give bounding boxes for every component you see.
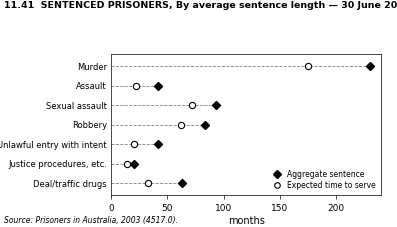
Text: 11.41  SENTENCED PRISONERS, By average sentence length — 30 June 2003: 11.41 SENTENCED PRISONERS, By average se… [4,1,397,10]
Legend: Aggregate sentence, Expected time to serve: Aggregate sentence, Expected time to ser… [268,168,377,191]
Text: Source: Prisoners in Australia, 2003 (4517.0).: Source: Prisoners in Australia, 2003 (45… [4,216,178,225]
X-axis label: months: months [228,216,264,226]
